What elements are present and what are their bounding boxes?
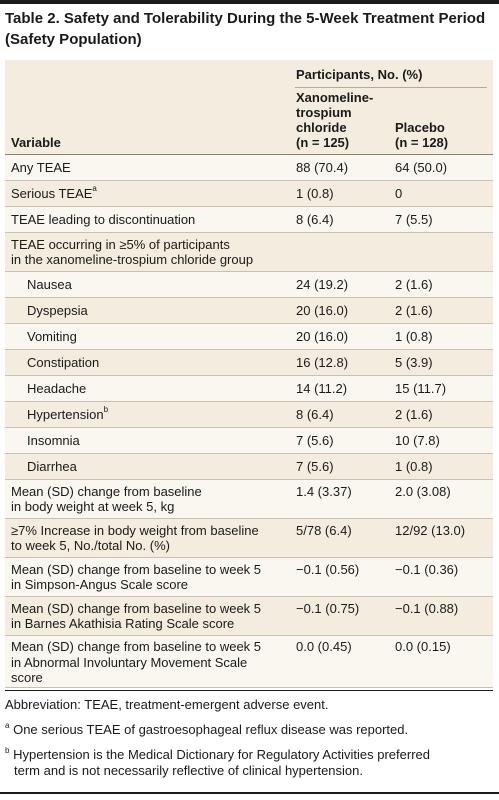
row-variable: Mean (SD) change from baseline to week 5…: [11, 639, 262, 685]
footnote-marker-b: b: [103, 405, 109, 415]
row-variable: Mean (SD) change from baseline to week 5…: [11, 600, 262, 632]
row-placebo-value: 0: [395, 185, 403, 201]
table-row: Mean (SD) change from baseline to week 5…: [5, 558, 493, 597]
table-row: Hypertensionb 8 (6.4) 2 (1.6): [5, 402, 493, 428]
row-placebo-value: 1 (0.8): [395, 458, 433, 474]
row-placebo-value: 5 (3.9): [395, 354, 433, 370]
table-row: ≥7% Increase in body weight from baselin…: [5, 519, 493, 558]
row-xanomeline-value: 5/78 (6.4): [296, 522, 352, 538]
row-xanomeline-value: 1.4 (3.37): [296, 483, 352, 499]
table-row: Headache 14 (11.2) 15 (11.7): [5, 376, 493, 402]
row-xanomeline-value: 8 (6.4): [296, 211, 334, 227]
header-xanomeline: Xanomeline- trospium chloride (n = 125): [296, 90, 374, 150]
footnote-a: a One serious TEAE of gastroesophageal r…: [5, 720, 409, 737]
table-row: Insomnia 7 (5.6) 10 (7.8): [5, 428, 493, 454]
row-xanomeline-value: 1 (0.8): [296, 185, 334, 201]
table-row: Any TEAE 88 (70.4) 64 (50.0): [5, 155, 493, 181]
header-group-rule: [295, 87, 487, 88]
row-variable: Nausea: [27, 276, 72, 292]
row-variable: Mean (SD) change from baseline to week 5…: [11, 561, 262, 593]
row-xanomeline-value: 88 (70.4): [296, 159, 349, 175]
table-row: Dyspepsia 20 (16.0) 2 (1.6): [5, 298, 493, 324]
table-row-section: TEAE occurring in ≥5% of participants in…: [5, 233, 493, 272]
row-xanomeline-value: 20 (16.0): [296, 328, 349, 344]
row-xanomeline-value: −0.1 (0.75): [296, 600, 360, 616]
row-placebo-value: 0.0 (0.15): [395, 639, 451, 654]
row-placebo-value: 7 (5.5): [395, 211, 433, 227]
footnote-b: b Hypertension is the Medical Dictionary…: [5, 745, 430, 778]
row-variable: Constipation: [27, 354, 100, 370]
row-xanomeline-value: 8 (6.4): [296, 406, 334, 422]
bottom-rule: [0, 792, 499, 794]
row-variable: Vomiting: [27, 328, 77, 344]
row-placebo-value: 12/92 (13.0): [395, 522, 466, 538]
table-row: Mean (SD) change from baseline to week 5…: [5, 597, 493, 636]
header-variable: Variable: [11, 135, 61, 150]
row-xanomeline-value: 7 (5.6): [296, 432, 334, 448]
row-xanomeline-value: 14 (11.2): [296, 380, 348, 396]
footnote-abbreviation: Abbreviation: TEAE, treatment-emergent a…: [5, 697, 329, 712]
row-placebo-value: 2 (1.6): [395, 276, 433, 292]
table-row: Constipation 16 (12.8) 5 (3.9): [5, 350, 493, 376]
header-placebo: Placebo (n = 128): [395, 120, 449, 150]
table-row: Mean (SD) change from baseline in body w…: [5, 480, 493, 519]
row-variable: TEAE occurring in ≥5% of participants in…: [11, 236, 254, 268]
row-variable: Mean (SD) change from baseline in body w…: [11, 483, 202, 515]
top-rule: [0, 0, 499, 4]
row-variable: Dyspepsia: [27, 302, 88, 318]
footnote-marker-a: a: [92, 184, 97, 194]
row-variable: Headache: [27, 380, 87, 396]
table-row: Nausea 24 (19.2) 2 (1.6): [5, 272, 493, 298]
row-variable: Any TEAE: [11, 159, 71, 175]
row-variable: Diarrhea: [27, 458, 77, 474]
row-placebo-value: 15 (11.7): [395, 380, 447, 396]
safety-table: Participants, No. (%) Variable Xanomelin…: [5, 60, 493, 688]
row-placebo-value: −0.1 (0.88): [395, 600, 459, 616]
table-footnotes: Abbreviation: TEAE, treatment-emergent a…: [5, 690, 493, 778]
row-variable: Serious TEAEa: [11, 184, 97, 201]
table-row: Serious TEAEa 1 (0.8) 0: [5, 181, 493, 207]
row-placebo-value: 1 (0.8): [395, 328, 433, 344]
row-xanomeline-value: 7 (5.6): [296, 458, 334, 474]
title-line-2: (Safety Population): [5, 31, 142, 48]
table-row: TEAE leading to discontinuation 8 (6.4) …: [5, 207, 493, 233]
row-variable: Insomnia: [27, 432, 80, 448]
row-placebo-value: 2 (1.6): [395, 302, 433, 318]
row-placebo-value: 64 (50.0): [395, 159, 448, 175]
row-variable: ≥7% Increase in body weight from baselin…: [11, 522, 259, 554]
row-xanomeline-value: 16 (12.8): [296, 354, 349, 370]
row-variable: Hypertensionb: [27, 405, 109, 422]
row-placebo-value: −0.1 (0.36): [395, 561, 459, 577]
row-xanomeline-value: 20 (16.0): [296, 302, 349, 318]
table-row: Diarrhea 7 (5.6) 1 (0.8): [5, 454, 493, 480]
row-xanomeline-value: −0.1 (0.56): [296, 561, 360, 577]
table-row: Vomiting 20 (16.0) 1 (0.8): [5, 324, 493, 350]
title-line-1: Table 2. Safety and Tolerability During …: [5, 10, 486, 27]
table-row: Mean (SD) change from baseline to week 5…: [5, 636, 493, 688]
row-variable: TEAE leading to discontinuation: [11, 211, 196, 227]
table-header: Participants, No. (%) Variable Xanomelin…: [5, 60, 493, 155]
header-group-participants: Participants, No. (%): [296, 67, 423, 82]
row-xanomeline-value: 0.0 (0.45): [296, 639, 352, 654]
row-placebo-value: 2 (1.6): [395, 406, 433, 422]
row-placebo-value: 10 (7.8): [395, 432, 440, 448]
row-xanomeline-value: 24 (19.2): [296, 276, 349, 292]
row-placebo-value: 2.0 (3.08): [395, 483, 451, 499]
table-title: Table 2. Safety and Tolerability During …: [5, 8, 493, 50]
